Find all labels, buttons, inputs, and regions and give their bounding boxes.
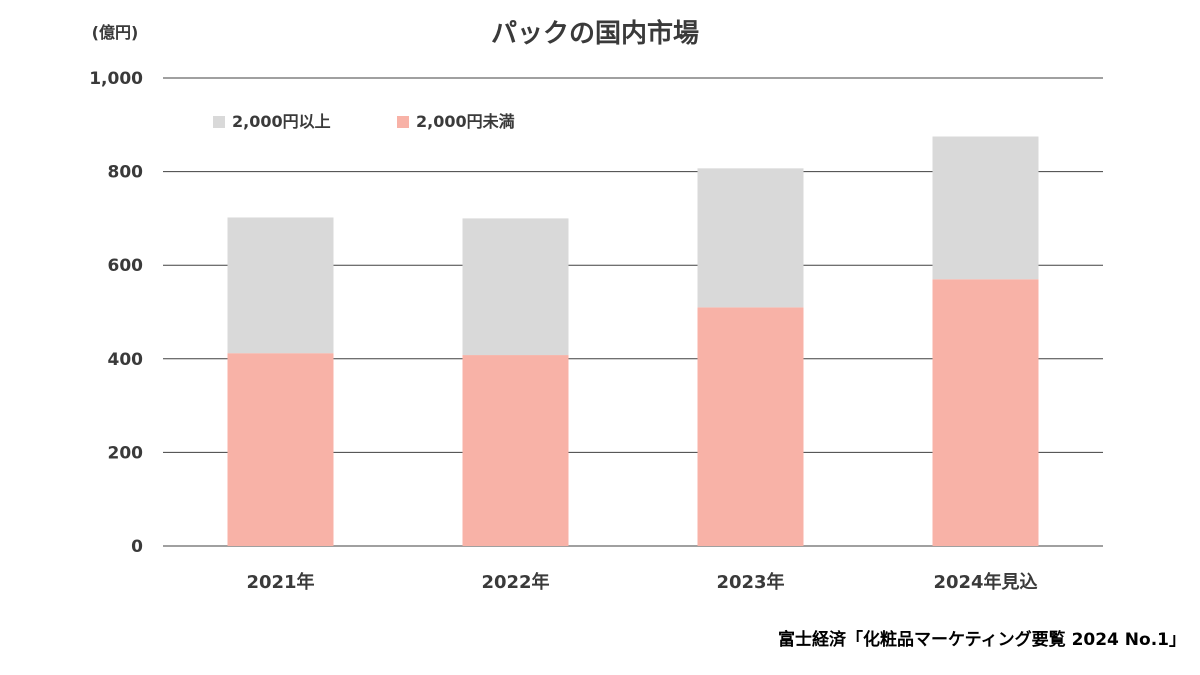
legend-label: 2,000円未満 — [416, 112, 515, 131]
bar-segment-under-2000 — [697, 307, 804, 546]
bar-segment-over-2000 — [932, 136, 1039, 280]
bar-segment-under-2000 — [227, 353, 334, 546]
y-tick-label: 1,000 — [89, 69, 143, 89]
legend-swatch — [213, 116, 225, 128]
bar-segment-over-2000 — [462, 218, 569, 356]
legend: 2,000円以上 2,000円未満 — [213, 112, 515, 131]
x-category-label: 2023年 — [716, 571, 784, 593]
y-tick-label: 600 — [108, 256, 144, 276]
x-category-label: 2021年 — [246, 571, 314, 593]
y-tick-label: 200 — [108, 443, 144, 463]
bar-segment-under-2000 — [932, 279, 1039, 546]
bar-segment-over-2000 — [697, 168, 804, 308]
legend-label: 2,000円以上 — [232, 112, 331, 131]
y-axis-unit-label: (億円) — [92, 23, 139, 42]
x-category-label: 2024年見込 — [933, 571, 1037, 593]
y-axis-ticks: 0 200 400 600 800 1,000 — [89, 69, 143, 557]
bars — [227, 136, 1039, 546]
legend-swatch — [397, 116, 409, 128]
y-tick-label: 800 — [108, 163, 144, 183]
source-note: 富士経済「化粧品マーケティング要覧 2024 No.1」 — [778, 629, 1186, 650]
y-tick-label: 0 — [131, 537, 143, 557]
bar-segment-over-2000 — [227, 217, 334, 354]
bar-segment-under-2000 — [462, 355, 569, 546]
chart-title: パックの国内市場 — [491, 18, 699, 49]
x-axis-categories: 2021年 2022年 2023年 2024年見込 — [246, 571, 1037, 593]
y-tick-label: 400 — [108, 350, 144, 370]
x-category-label: 2022年 — [481, 571, 549, 593]
